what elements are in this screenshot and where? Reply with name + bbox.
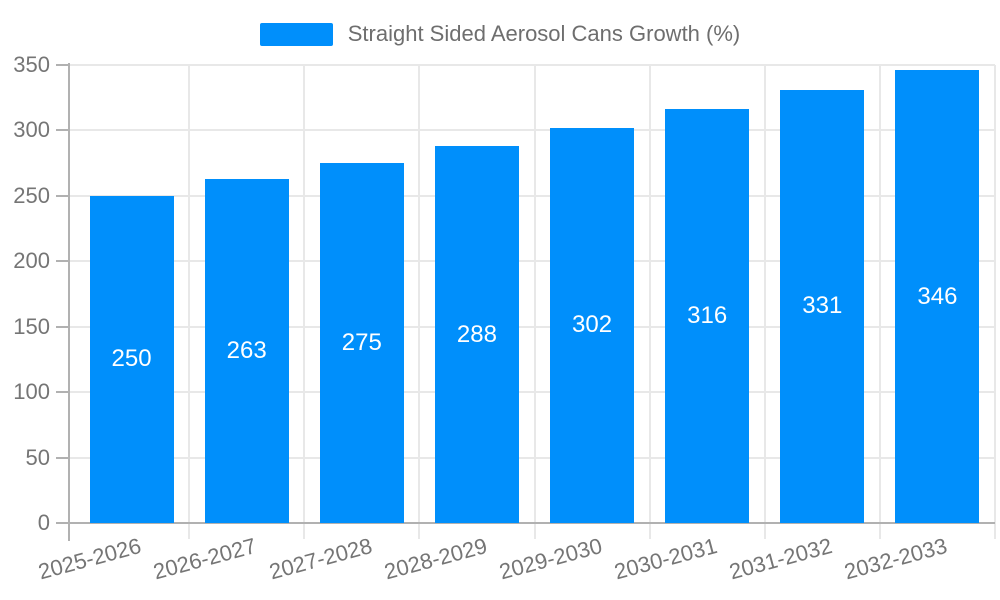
x-axis-tick xyxy=(994,523,996,539)
y-axis-tick xyxy=(56,456,68,459)
gridline-horizontal xyxy=(68,194,995,197)
x-axis-tick xyxy=(648,523,651,539)
bar-value-label: 288 xyxy=(456,320,497,348)
bar-value-label: 263 xyxy=(226,336,267,364)
x-axis-tick xyxy=(533,523,536,539)
y-axis-line xyxy=(68,63,70,541)
x-axis-tick xyxy=(418,523,421,539)
bar-value-label: 346 xyxy=(917,282,958,310)
bar-value-label: 275 xyxy=(341,329,382,357)
bar[interactable] xyxy=(665,109,750,523)
bar-value-label: 316 xyxy=(687,302,728,330)
y-axis-tick-label: 50 xyxy=(25,444,50,470)
gridline-vertical xyxy=(533,65,536,523)
x-axis-tick-label: 2026-2027 xyxy=(151,533,260,585)
gridline-vertical xyxy=(303,65,306,523)
gridline-vertical xyxy=(188,65,191,523)
gridline-vertical xyxy=(418,65,421,523)
y-axis-tick xyxy=(56,64,68,66)
y-axis-tick-label: 350 xyxy=(13,52,50,77)
y-axis-tick-label: 100 xyxy=(13,379,50,405)
y-axis-tick xyxy=(56,260,68,263)
legend: Straight Sided Aerosol Cans Growth (%) xyxy=(0,20,1000,48)
bar-value-label: 331 xyxy=(802,292,843,320)
y-axis-tick xyxy=(56,194,68,197)
bar[interactable] xyxy=(780,89,865,523)
x-axis-tick-label: 2030-2031 xyxy=(611,533,720,585)
bar[interactable] xyxy=(89,195,174,523)
y-axis-tick-label: 200 xyxy=(13,248,50,274)
x-axis-tick-label: 2031-2032 xyxy=(726,533,835,585)
x-axis-tick-label: 2029-2030 xyxy=(496,533,605,585)
gridline-horizontal xyxy=(68,391,995,394)
x-axis-tick-label: 2025-2026 xyxy=(35,533,145,585)
gridline-horizontal xyxy=(68,260,995,263)
y-axis-tick-label: 150 xyxy=(13,313,50,339)
bar[interactable] xyxy=(895,70,980,523)
x-axis-tick xyxy=(303,523,306,539)
y-axis-tick-label: 300 xyxy=(13,117,50,143)
gridline-vertical xyxy=(878,65,881,523)
y-axis-tick-label: 250 xyxy=(13,182,50,208)
x-axis-line xyxy=(68,522,995,524)
bar[interactable] xyxy=(550,127,635,523)
gridline-vertical xyxy=(648,65,651,523)
bar[interactable] xyxy=(204,178,289,523)
x-axis-tick-label: 2032-2033 xyxy=(841,533,950,585)
x-axis-tick-label: 2027-2028 xyxy=(266,533,375,585)
y-axis-tick-label: 0 xyxy=(37,510,50,535)
gridline-horizontal xyxy=(68,456,995,459)
y-axis-tick xyxy=(56,129,68,132)
bar[interactable] xyxy=(319,163,404,523)
x-axis-tick-label: 2028-2029 xyxy=(381,533,490,585)
y-axis-tick xyxy=(56,325,68,328)
bar-value-label: 302 xyxy=(572,311,613,339)
y-axis-tick xyxy=(56,522,68,524)
x-axis-tick xyxy=(763,523,766,539)
x-axis-tick xyxy=(188,523,191,539)
legend-marker[interactable] xyxy=(259,22,333,46)
gridline-vertical xyxy=(763,65,766,523)
y-axis-tick xyxy=(56,391,68,394)
gridline-horizontal xyxy=(68,64,995,66)
legend-label[interactable]: Straight Sided Aerosol Cans Growth (%) xyxy=(347,21,741,46)
gridline-vertical xyxy=(994,65,996,523)
bar[interactable] xyxy=(434,146,519,523)
gridline-horizontal xyxy=(68,129,995,132)
bar-value-label: 250 xyxy=(111,345,152,373)
x-axis-tick xyxy=(878,523,881,539)
gridline-horizontal xyxy=(68,325,995,328)
